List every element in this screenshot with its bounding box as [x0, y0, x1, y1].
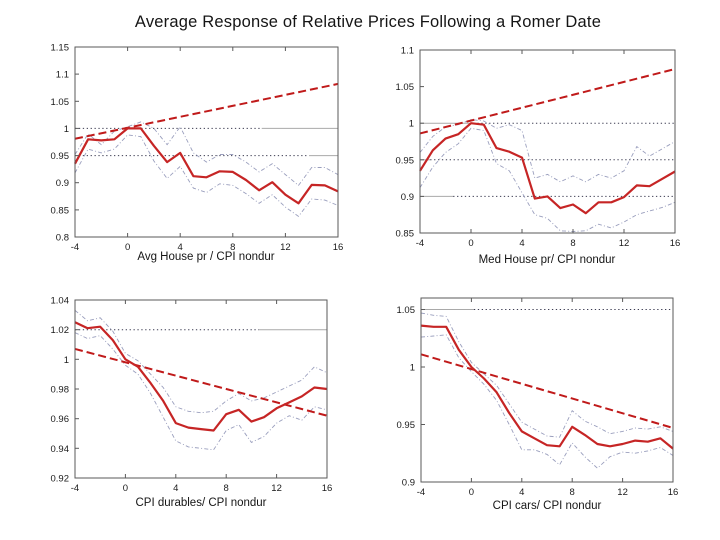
- y-tick-label: 0.9: [56, 178, 69, 189]
- chart-caption: Med House pr/ CPI nondur: [479, 254, 616, 266]
- y-tick-label: 1.1: [56, 70, 69, 81]
- y-tick-label: 0.9: [402, 478, 415, 489]
- axis-box: [419, 49, 676, 234]
- y-tick-label: 0.9: [401, 192, 414, 203]
- x-tick-label: 12: [271, 483, 282, 494]
- y-tick-label: 1: [64, 124, 69, 135]
- chart-avg-house-price: -4 0 4 8 12 16 0.8 0.85 0.9 0.95 1 1.05 1.1 1.15 Avg H…: [51, 43, 344, 264]
- x-tick-label: 12: [280, 242, 291, 253]
- trend-line: [419, 68, 676, 135]
- upper-band-line: [74, 310, 328, 414]
- upper-band-line: [420, 312, 674, 438]
- mean-response-line: [74, 321, 328, 432]
- x-tick-label: -4: [416, 238, 424, 249]
- x-tick-label: 12: [617, 487, 628, 498]
- x-tick-label: 4: [519, 487, 524, 498]
- y-tick-label: 1.05: [396, 82, 415, 93]
- mean-response-line: [420, 324, 674, 450]
- y-tick-label: 0.85: [51, 205, 70, 216]
- x-tick-label: 4: [519, 238, 524, 249]
- trend-line: [74, 82, 339, 140]
- lower-band-line: [74, 332, 328, 451]
- y-tick-label: 1.05: [397, 305, 416, 316]
- y-tick-label: 0.98: [51, 385, 70, 396]
- chart-cpi-cars: -4 0 4 8 12 16 0.9 0.95 1 1.05 CPI cars/ CPI nondu…: [397, 297, 679, 512]
- axis-box: [74, 299, 328, 479]
- y-tick-label: 1.15: [51, 43, 70, 54]
- y-tick-label: 0.85: [396, 229, 415, 240]
- x-tick-label: -4: [71, 242, 79, 253]
- y-tick-label: 1: [410, 363, 415, 374]
- axis-box: [74, 46, 339, 238]
- y-tick-label: 0.95: [51, 151, 70, 162]
- x-tick-label: 16: [668, 487, 679, 498]
- mean-response-line: [419, 122, 676, 215]
- x-tick-label: 0: [469, 487, 474, 498]
- y-tick-label: 1.02: [51, 325, 70, 336]
- slide-title: Average Response of Relative Prices Foll…: [134, 13, 602, 31]
- x-tick-label: 12: [619, 238, 630, 249]
- x-tick-label: 8: [224, 483, 229, 494]
- y-tick-label: 0.8: [56, 233, 69, 244]
- y-tick-label: 0.96: [51, 414, 70, 425]
- trend-line: [420, 353, 674, 429]
- y-tick-label: 1: [64, 355, 69, 366]
- x-tick-label: 8: [230, 242, 235, 253]
- y-tick-label: 1.1: [401, 46, 414, 57]
- y-tick-label: 1.04: [51, 296, 70, 307]
- y-tick-label: 0.92: [51, 474, 70, 485]
- chart-cpi-durables: -4 0 4 8 12 16 0.92 0.94 0.96 0.98 1 1.02 1.04 CPI du…: [51, 296, 333, 510]
- x-tick-label: 16: [322, 483, 333, 494]
- chart-med-house-price: -4 0 4 8 12 16 0.85 0.9 0.95 1 1.05 1.1 Med House pr…: [396, 46, 681, 267]
- y-tick-label: 0.94: [51, 444, 70, 455]
- x-tick-label: 16: [670, 238, 681, 249]
- mean-response-line: [74, 127, 339, 205]
- chart-caption: CPI cars/ CPI nondur: [493, 500, 602, 512]
- lower-band-line: [420, 334, 674, 469]
- y-tick-label: 1.05: [51, 97, 70, 108]
- x-tick-label: 4: [178, 242, 183, 253]
- x-tick-label: -4: [417, 487, 425, 498]
- chart-caption: CPI durables/ CPI nondur: [135, 497, 266, 509]
- upper-band-line: [419, 119, 676, 183]
- y-tick-label: 1: [409, 119, 414, 130]
- x-tick-label: 0: [123, 483, 128, 494]
- x-tick-label: 8: [570, 487, 575, 498]
- x-tick-label: 16: [333, 242, 344, 253]
- x-tick-label: -4: [71, 483, 79, 494]
- chart-caption: Avg House pr / CPI nondur: [137, 251, 274, 263]
- x-tick-label: 0: [125, 242, 130, 253]
- trend-line: [74, 347, 328, 417]
- x-tick-label: 4: [173, 483, 178, 494]
- lower-band-line: [419, 127, 676, 232]
- axis-box: [420, 297, 674, 483]
- upper-band-line: [74, 121, 339, 187]
- y-tick-label: 0.95: [397, 420, 416, 431]
- x-tick-label: 8: [570, 238, 575, 249]
- y-tick-label: 0.95: [396, 155, 415, 166]
- x-tick-label: 0: [468, 238, 473, 249]
